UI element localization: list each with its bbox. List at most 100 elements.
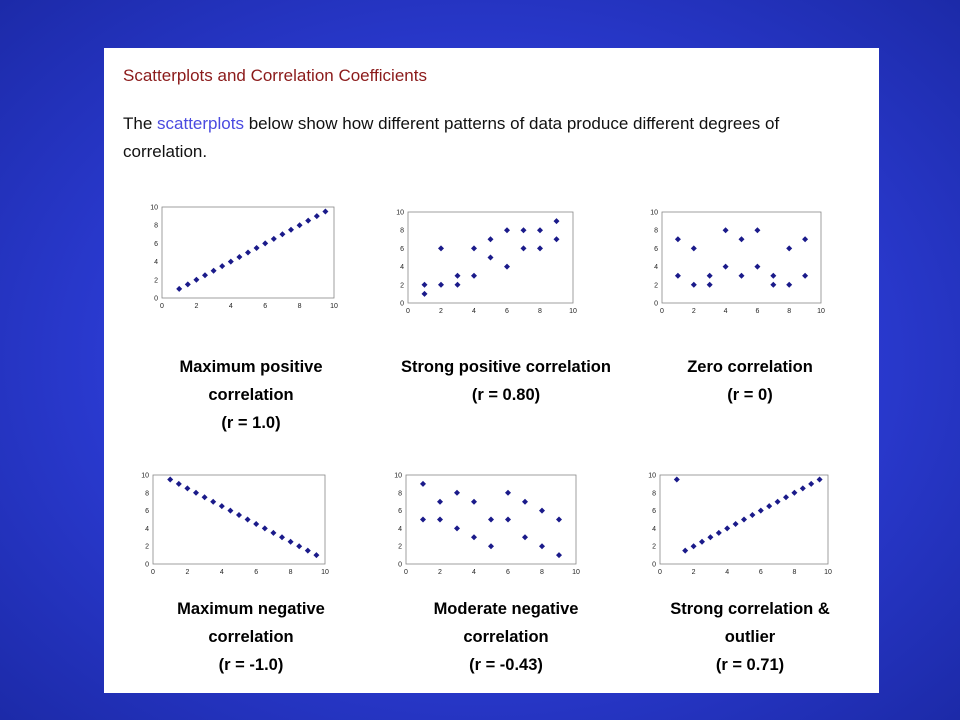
data-point xyxy=(539,507,545,514)
chart-caption-outlier: Strong correlation & outlier (r = 0.71) xyxy=(625,595,875,679)
scatter-chart-outlier: 0 2 4 6 8 10 0 2 4 6 8 10 xyxy=(648,473,832,577)
data-point xyxy=(522,498,528,505)
data-point xyxy=(539,543,545,550)
data-point xyxy=(749,512,756,519)
x-tick-label: 2 xyxy=(438,569,442,576)
data-point xyxy=(722,263,729,270)
caption-line: Moderate negative xyxy=(433,600,579,618)
intro-paragraph: The scatterplots below show how differen… xyxy=(123,110,863,166)
data-point xyxy=(244,516,251,523)
x-tick-label: 10 xyxy=(817,308,825,315)
x-tick-label: 0 xyxy=(404,569,408,576)
chart-caption-max-negative: Maximum negative correlation (r = -1.0) xyxy=(126,595,376,679)
data-point xyxy=(722,227,729,234)
caption-line: Maximum negative xyxy=(177,600,325,618)
x-tick-label: 10 xyxy=(824,569,832,576)
data-point xyxy=(175,480,182,487)
data-point xyxy=(754,263,761,270)
chart-caption-moderate-negative: Moderate negative correlation (r = -0.43) xyxy=(381,595,631,679)
data-point xyxy=(454,281,461,288)
data-point xyxy=(770,281,777,288)
data-point xyxy=(270,235,277,242)
x-tick-label: 4 xyxy=(724,308,728,315)
data-point xyxy=(279,231,286,238)
data-point xyxy=(236,254,243,261)
x-tick-label: 8 xyxy=(540,569,544,576)
caption-line: (r = -0.43) xyxy=(469,656,543,674)
data-point xyxy=(236,512,242,519)
chart-caption-strong-positive: Strong positive correlation (r = 0.80) xyxy=(381,353,631,409)
y-tick-label: 8 xyxy=(654,228,658,235)
y-tick-label: 0 xyxy=(400,301,404,308)
data-point xyxy=(757,507,764,514)
data-point xyxy=(438,281,444,288)
x-tick-label: 6 xyxy=(755,308,759,315)
caption-line: outlier xyxy=(724,628,776,646)
data-point xyxy=(201,494,208,501)
y-tick-label: 6 xyxy=(154,241,158,248)
data-point xyxy=(218,503,225,510)
x-tick-label: 2 xyxy=(439,308,443,315)
data-point xyxy=(322,208,329,215)
data-point xyxy=(193,489,199,496)
y-tick-label: 2 xyxy=(398,544,402,551)
y-tick-label: 4 xyxy=(145,526,149,533)
data-point xyxy=(520,245,527,252)
data-point xyxy=(816,476,823,483)
data-point xyxy=(715,529,722,536)
caption-line: (r = 0.71) xyxy=(715,656,785,674)
y-tick-label: 0 xyxy=(145,562,149,569)
caption-line: Strong correlation & xyxy=(670,600,830,618)
data-point xyxy=(296,543,303,550)
data-point xyxy=(202,272,208,279)
data-point xyxy=(770,272,777,279)
data-point xyxy=(253,520,260,527)
data-point xyxy=(210,498,217,505)
data-point xyxy=(219,263,226,270)
x-tick-label: 10 xyxy=(330,303,338,310)
data-point xyxy=(674,236,681,243)
page-title: Scatterplots and Correlation Coefficient… xyxy=(123,66,427,85)
y-tick-label: 4 xyxy=(652,526,656,533)
y-tick-label: 0 xyxy=(654,301,658,308)
data-point xyxy=(673,476,680,483)
data-point xyxy=(556,552,562,559)
data-point xyxy=(537,227,543,234)
data-point xyxy=(296,222,303,229)
data-point xyxy=(553,218,560,225)
data-point xyxy=(690,281,697,288)
data-point xyxy=(454,272,461,279)
data-point xyxy=(253,244,260,251)
plot-frame xyxy=(659,474,829,565)
data-point xyxy=(279,534,285,541)
y-tick-label: 10 xyxy=(396,210,404,217)
data-point xyxy=(766,503,773,510)
x-tick-label: 6 xyxy=(254,569,258,576)
x-tick-label: 4 xyxy=(472,308,476,315)
data-point xyxy=(184,281,191,288)
data-point xyxy=(520,227,527,234)
y-tick-label: 6 xyxy=(400,246,404,253)
caption-line: correlation xyxy=(463,628,549,646)
y-tick-label: 4 xyxy=(154,259,158,266)
x-tick-label: 2 xyxy=(692,569,696,576)
y-tick-label: 8 xyxy=(400,228,404,235)
data-point xyxy=(313,213,320,220)
content-panel: Scatterplots and Correlation Coefficient… xyxy=(104,48,879,693)
data-point xyxy=(741,516,747,523)
data-point xyxy=(305,217,312,224)
x-tick-label: 8 xyxy=(289,569,293,576)
data-point xyxy=(791,489,798,496)
x-tick-label: 8 xyxy=(538,308,542,315)
x-tick-label: 6 xyxy=(506,569,510,576)
plot-frame xyxy=(661,211,822,304)
y-tick-label: 10 xyxy=(150,205,158,212)
x-tick-label: 2 xyxy=(692,308,696,315)
scatterplots-link[interactable]: scatterplots xyxy=(157,114,244,133)
data-point xyxy=(699,538,705,545)
y-tick-label: 2 xyxy=(145,544,149,551)
x-tick-label: 8 xyxy=(792,569,796,576)
caption-line: Strong positive correlation xyxy=(401,358,611,376)
data-point xyxy=(774,498,781,505)
x-tick-label: 2 xyxy=(185,569,189,576)
